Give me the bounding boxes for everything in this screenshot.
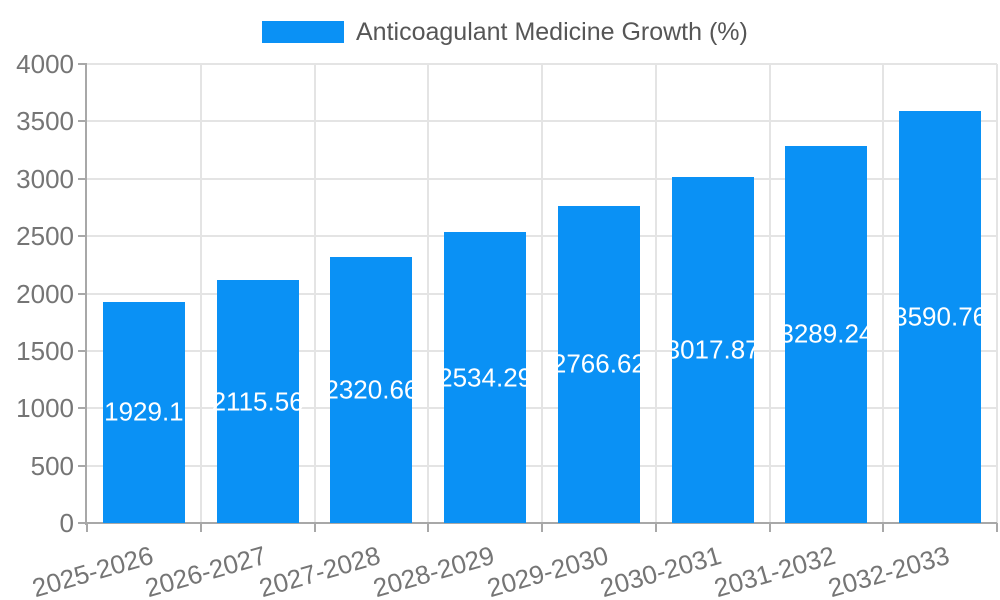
y-axis-tick — [78, 407, 87, 410]
x-axis-tick — [199, 523, 202, 532]
legend[interactable]: Anticoagulant Medicine Growth (%) — [262, 17, 748, 47]
y-axis-tick-label: 1500 — [16, 335, 74, 366]
bar[interactable]: 3590.76 — [893, 110, 987, 523]
x-axis-tick — [86, 523, 88, 532]
vertical-gridline — [313, 64, 316, 523]
x-axis-category-label: 2026-2027 — [142, 540, 270, 600]
bar-value-label: 2534.29 — [438, 362, 533, 393]
y-axis-tick — [78, 120, 87, 123]
bar[interactable]: 2115.56 — [212, 280, 304, 523]
x-axis-category-label: 2028-2029 — [369, 540, 498, 600]
y-axis-tick-label: 2000 — [16, 278, 74, 309]
x-axis-tick — [768, 523, 771, 532]
y-axis-tick-label: 2500 — [16, 221, 74, 252]
bar[interactable]: 3289.24 — [779, 145, 873, 523]
x-axis-category-label: 2029-2030 — [483, 540, 612, 600]
bar[interactable]: 1929.1 — [102, 301, 185, 523]
bar-value-label: 2766.62 — [551, 348, 646, 379]
x-axis-tick — [996, 523, 998, 532]
bar[interactable]: 2320.66 — [324, 256, 418, 523]
x-axis-line — [85, 522, 997, 524]
legend-label: Anticoagulant Medicine Growth (%) — [356, 18, 748, 46]
bar-value-label: 3017.87 — [665, 334, 760, 365]
vertical-gridline — [541, 64, 543, 523]
y-axis-tick — [78, 292, 87, 295]
y-axis-tick — [78, 522, 87, 524]
bar-value-label: 1929.1 — [104, 396, 184, 427]
x-axis-tick — [882, 523, 885, 532]
vertical-gridline — [768, 64, 771, 523]
x-axis-category-label: 2030-2031 — [597, 540, 725, 600]
y-axis-tick — [78, 349, 87, 352]
vertical-gridline — [996, 64, 998, 523]
x-axis-tick — [541, 523, 543, 532]
bar[interactable]: 2766.62 — [552, 205, 646, 523]
vertical-gridline — [427, 64, 430, 523]
y-axis-tick-label: 3500 — [16, 106, 74, 137]
y-axis-tick-label: 1000 — [16, 393, 74, 424]
y-axis-tick-label: 4000 — [16, 49, 74, 79]
y-axis-tick — [78, 63, 87, 65]
x-axis-category-label: 2031-2032 — [710, 540, 839, 600]
x-axis-tick — [313, 523, 316, 532]
vertical-gridline — [654, 64, 657, 523]
x-axis-tick — [427, 523, 430, 532]
y-axis-tick — [78, 177, 87, 180]
y-axis-tick — [78, 235, 87, 238]
bar-value-label: 3590.76 — [893, 301, 988, 332]
bar-value-label: 2115.56 — [211, 386, 304, 417]
y-axis-tick-label: 500 — [30, 450, 74, 481]
bar-value-label: 3289.24 — [779, 318, 874, 349]
y-axis-tick — [78, 464, 87, 467]
vertical-gridline — [882, 64, 885, 523]
x-axis-category-label: 2025-2026 — [28, 540, 157, 600]
bar[interactable]: 2534.29 — [438, 232, 532, 523]
y-axis-tick-label: 3000 — [16, 163, 74, 194]
vertical-gridline — [199, 64, 202, 523]
x-axis-category-label: 2027-2028 — [255, 540, 384, 600]
bar-value-label: 2320.66 — [324, 374, 419, 405]
bar[interactable]: 3017.87 — [666, 176, 760, 523]
x-axis-tick — [654, 523, 657, 532]
y-axis-line — [85, 64, 87, 525]
x-axis-category-label: 2032-2033 — [824, 540, 953, 600]
legend-swatch-icon — [262, 21, 344, 43]
y-axis-tick-label: 0 — [59, 508, 74, 538]
